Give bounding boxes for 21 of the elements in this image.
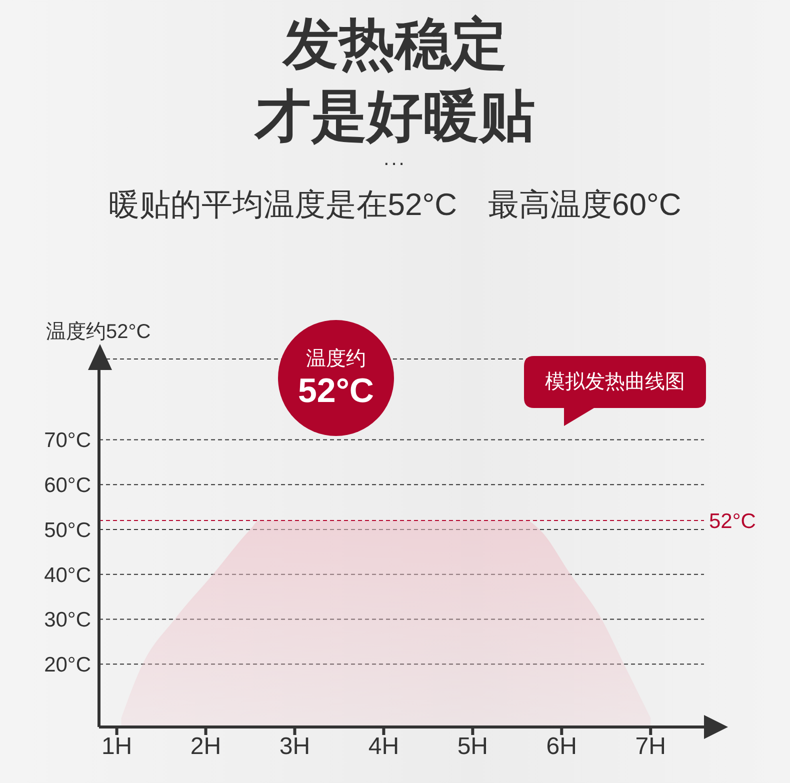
annotation: 温度约 52°C	[297, 347, 375, 411]
y-tick-label: 40°C	[44, 564, 91, 587]
y-tick-label: 70°C	[44, 429, 91, 452]
chart-title: 发热稳定才是好暖贴	[255, 12, 535, 147]
x-tick-label: 7H	[635, 733, 666, 760]
x-tick-label: 4H	[368, 733, 400, 760]
annotation: 模拟发热曲线图	[544, 370, 686, 395]
y-tick-label: 50°C	[44, 518, 91, 542]
y-tick-label: 20°C	[44, 654, 91, 677]
x-tick-label: 1H	[101, 733, 132, 760]
x-tick-label: 3H	[279, 733, 310, 760]
ref-line-label: 52°C	[709, 510, 756, 534]
text: ...	[382, 148, 408, 171]
x-tick-label: 2H	[190, 733, 222, 760]
x-tick-label: 5H	[457, 733, 488, 760]
y-tick-label: 60°C	[44, 474, 91, 498]
x-tick-label: 6H	[546, 733, 577, 760]
chart-subtitle: 暖贴的平均温度是在52°C 最高温度60°C	[108, 186, 682, 224]
y-axis-title: 温度约52°C	[46, 320, 151, 345]
y-tick-label: 30°C	[44, 608, 91, 632]
badge: 温度约 52°C	[278, 320, 394, 436]
